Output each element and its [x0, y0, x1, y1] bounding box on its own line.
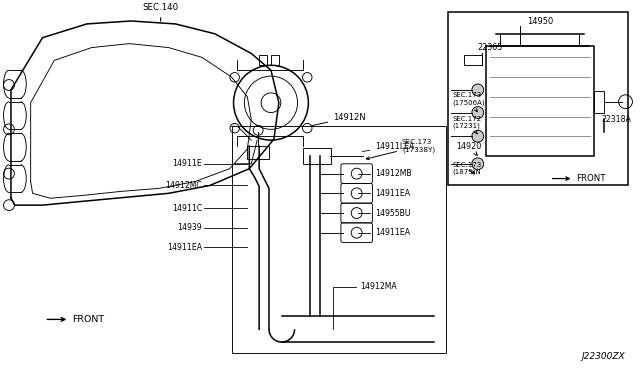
- Bar: [448, 12, 627, 186]
- Text: 22365: 22365: [478, 42, 503, 51]
- Bar: [232, 126, 446, 353]
- Circle shape: [472, 107, 484, 118]
- Bar: [303, 148, 331, 164]
- Text: SEC.172
(17231): SEC.172 (17231): [452, 116, 481, 134]
- Bar: [247, 146, 269, 159]
- Text: SEC.173
(17506A): SEC.173 (17506A): [452, 92, 485, 112]
- Bar: [259, 55, 267, 65]
- Text: 14912MA: 14912MA: [360, 282, 396, 291]
- Text: 14939: 14939: [177, 223, 202, 232]
- Text: SEC.173
(1879)N: SEC.173 (1879)N: [452, 162, 481, 176]
- Text: J22300ZX: J22300ZX: [582, 352, 625, 361]
- Text: 14912N: 14912N: [311, 113, 365, 126]
- Circle shape: [472, 130, 484, 142]
- Bar: [271, 55, 279, 65]
- Text: 14911LEA: 14911LEA: [362, 142, 415, 151]
- Text: 14911EA: 14911EA: [376, 228, 410, 237]
- Text: 14912MC: 14912MC: [165, 181, 202, 190]
- Text: 14911EA: 14911EA: [376, 189, 410, 198]
- Bar: [464, 55, 482, 65]
- Text: 22318A: 22318A: [602, 115, 632, 124]
- Text: 14912MB: 14912MB: [376, 169, 412, 178]
- Text: FRONT: FRONT: [47, 315, 104, 324]
- Text: 14955BU: 14955BU: [376, 209, 411, 218]
- Bar: [486, 46, 594, 156]
- Bar: [594, 91, 604, 113]
- Text: 14911C: 14911C: [172, 203, 202, 213]
- Text: 14911EA: 14911EA: [167, 243, 202, 252]
- Text: SEC.173
(17338Y): SEC.173 (17338Y): [366, 139, 435, 160]
- Text: SEC.140: SEC.140: [143, 3, 179, 21]
- Circle shape: [472, 84, 484, 96]
- Text: 14950: 14950: [527, 17, 553, 26]
- Text: 14911E: 14911E: [172, 159, 202, 168]
- Text: FRONT: FRONT: [552, 174, 606, 183]
- Circle shape: [472, 158, 484, 170]
- Text: 14920: 14920: [456, 142, 481, 155]
